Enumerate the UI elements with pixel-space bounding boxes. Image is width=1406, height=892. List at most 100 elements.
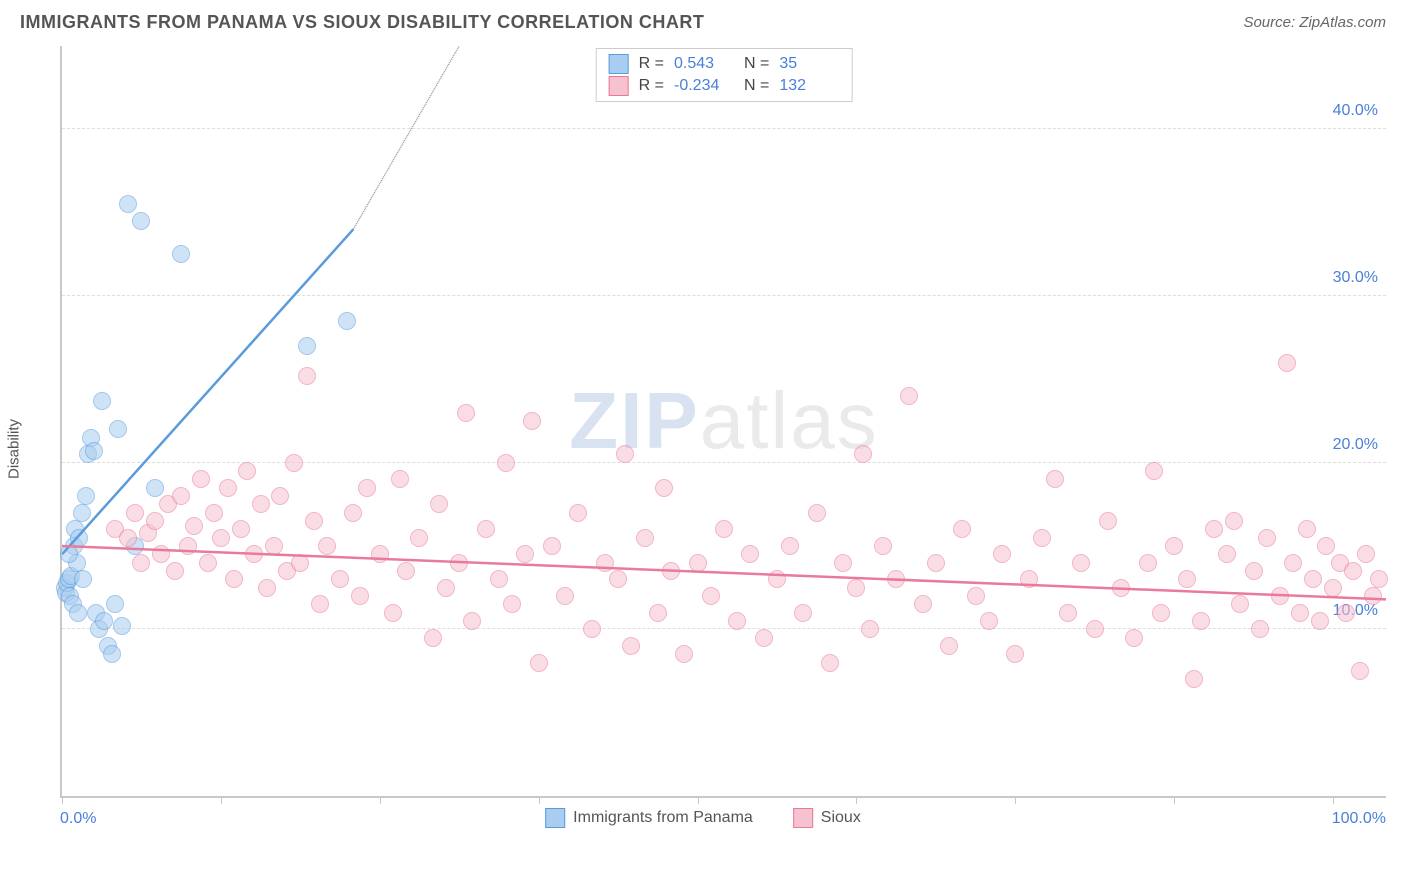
x-tick bbox=[539, 796, 540, 804]
data-point bbox=[967, 587, 985, 605]
n-value-sioux: 132 bbox=[779, 77, 839, 95]
data-point bbox=[95, 612, 113, 630]
data-point bbox=[1006, 645, 1024, 663]
data-point bbox=[1357, 545, 1375, 563]
data-point bbox=[874, 537, 892, 555]
data-point bbox=[1059, 604, 1077, 622]
data-point bbox=[490, 570, 508, 588]
data-point bbox=[768, 570, 786, 588]
data-point bbox=[245, 545, 263, 563]
r-label: R = bbox=[639, 77, 664, 95]
data-point bbox=[397, 562, 415, 580]
data-point bbox=[311, 595, 329, 613]
data-point bbox=[675, 645, 693, 663]
x-tick bbox=[1174, 796, 1175, 804]
chart-source: Source: ZipAtlas.com bbox=[1243, 14, 1386, 31]
data-point bbox=[192, 470, 210, 488]
data-point bbox=[172, 487, 190, 505]
chart-header: IMMIGRANTS FROM PANAMA VS SIOUX DISABILI… bbox=[0, 0, 1406, 41]
data-point bbox=[371, 545, 389, 563]
data-point bbox=[649, 604, 667, 622]
data-point bbox=[1086, 620, 1104, 638]
chart-container: Disability ZIPatlas R = 0.543 N = 35 R =… bbox=[20, 46, 1386, 852]
data-point bbox=[126, 504, 144, 522]
plot-area: ZIPatlas R = 0.543 N = 35 R = -0.234 N =… bbox=[60, 46, 1386, 798]
data-point bbox=[715, 520, 733, 538]
n-value-panama: 35 bbox=[779, 55, 839, 73]
data-point bbox=[463, 612, 481, 630]
data-point bbox=[477, 520, 495, 538]
data-point bbox=[85, 442, 103, 460]
y-tick-label: 20.0% bbox=[1333, 436, 1378, 454]
x-tick bbox=[698, 796, 699, 804]
data-point bbox=[1145, 462, 1163, 480]
x-tick bbox=[1015, 796, 1016, 804]
data-point bbox=[530, 654, 548, 672]
data-point bbox=[980, 612, 998, 630]
data-point bbox=[861, 620, 879, 638]
data-point bbox=[1284, 554, 1302, 572]
data-point bbox=[238, 462, 256, 480]
x-axis-min-label: 0.0% bbox=[60, 810, 96, 828]
chart-title: IMMIGRANTS FROM PANAMA VS SIOUX DISABILI… bbox=[20, 12, 704, 33]
gridline bbox=[62, 628, 1386, 629]
n-label: N = bbox=[744, 55, 769, 73]
data-point bbox=[569, 504, 587, 522]
data-point bbox=[424, 629, 442, 647]
data-point bbox=[1218, 545, 1236, 563]
swatch-panama bbox=[609, 54, 629, 74]
data-point bbox=[847, 579, 865, 597]
data-point bbox=[74, 570, 92, 588]
data-point bbox=[781, 537, 799, 555]
data-point bbox=[146, 512, 164, 530]
x-tick bbox=[1333, 796, 1334, 804]
data-point bbox=[523, 412, 541, 430]
series-legend: Immigrants from Panama Sioux bbox=[545, 808, 861, 828]
data-point bbox=[212, 529, 230, 547]
data-point bbox=[1185, 670, 1203, 688]
correlation-legend: R = 0.543 N = 35 R = -0.234 N = 132 bbox=[596, 48, 853, 102]
data-point bbox=[1192, 612, 1210, 630]
data-point bbox=[993, 545, 1011, 563]
y-tick-label: 40.0% bbox=[1333, 102, 1378, 120]
data-point bbox=[1324, 579, 1342, 597]
data-point bbox=[225, 570, 243, 588]
data-point bbox=[1245, 562, 1263, 580]
data-point bbox=[437, 579, 455, 597]
data-point bbox=[1364, 587, 1382, 605]
data-point bbox=[1278, 354, 1296, 372]
legend-row-sioux: R = -0.234 N = 132 bbox=[609, 75, 840, 97]
x-tick bbox=[62, 796, 63, 804]
data-point bbox=[291, 554, 309, 572]
data-point bbox=[219, 479, 237, 497]
watermark-light: atlas bbox=[700, 376, 879, 465]
data-point bbox=[583, 620, 601, 638]
data-point bbox=[450, 554, 468, 572]
data-point bbox=[741, 545, 759, 563]
data-point bbox=[808, 504, 826, 522]
data-point bbox=[914, 595, 932, 613]
data-point bbox=[1258, 529, 1276, 547]
r-value-sioux: -0.234 bbox=[674, 77, 734, 95]
data-point bbox=[497, 454, 515, 472]
data-point bbox=[113, 617, 131, 635]
data-point bbox=[391, 470, 409, 488]
data-point bbox=[900, 387, 918, 405]
data-point bbox=[1304, 570, 1322, 588]
gridline bbox=[62, 295, 1386, 296]
data-point bbox=[106, 595, 124, 613]
data-point bbox=[179, 537, 197, 555]
data-point bbox=[344, 504, 362, 522]
data-point bbox=[794, 604, 812, 622]
data-point bbox=[73, 504, 91, 522]
data-point bbox=[755, 629, 773, 647]
data-point bbox=[1033, 529, 1051, 547]
data-point bbox=[109, 420, 127, 438]
data-point bbox=[1205, 520, 1223, 538]
data-point bbox=[821, 654, 839, 672]
data-point bbox=[1344, 562, 1362, 580]
data-point bbox=[728, 612, 746, 630]
watermark-bold: ZIP bbox=[569, 376, 699, 465]
data-point bbox=[1099, 512, 1117, 530]
data-point bbox=[1291, 604, 1309, 622]
